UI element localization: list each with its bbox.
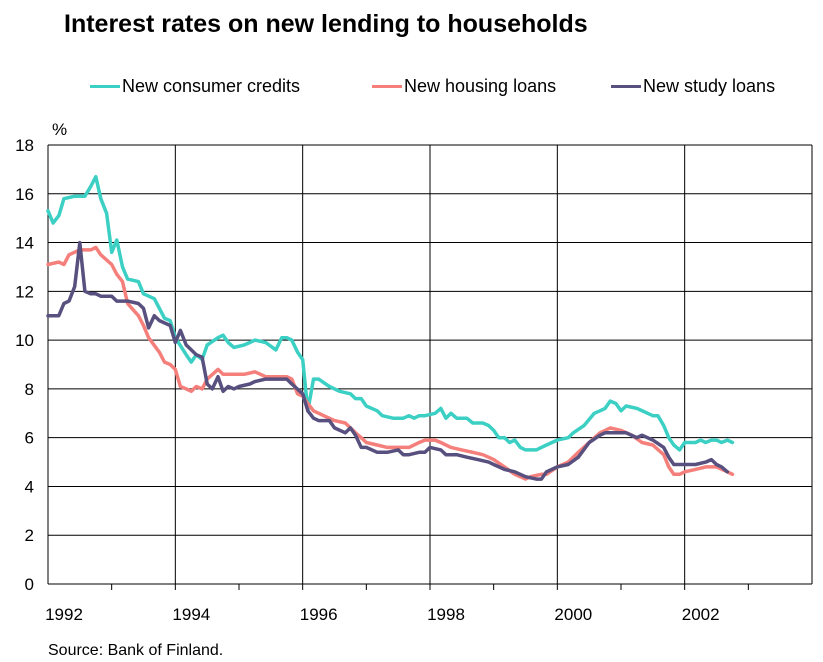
x-tick-label: 1998	[427, 605, 465, 624]
series-line-study-loans	[46, 240, 730, 481]
legend-swatch-housing	[372, 84, 402, 88]
legend-item-consumer-credits: New consumer credits	[90, 72, 300, 100]
y-tick-label: 10	[15, 331, 34, 350]
legend-label-housing: New housing loans	[404, 75, 557, 96]
x-tick-labels: 1992 1994 1996 1998 2000 2002	[45, 605, 719, 624]
y-tick-label: 8	[25, 380, 34, 399]
y-tick-label: 2	[25, 526, 34, 545]
series-lines	[46, 174, 735, 481]
legend-label-study: New study loans	[643, 75, 776, 96]
legend-swatch-study	[611, 84, 641, 88]
y-tick-label: 4	[25, 477, 34, 496]
x-tick-label: 2002	[682, 605, 720, 624]
y-tick-label: 6	[25, 429, 34, 448]
y-tick-label: 12	[15, 282, 34, 301]
series-line-consumer-credits	[46, 174, 735, 452]
series-line-housing-loans	[46, 245, 735, 481]
grid-lines	[48, 144, 812, 584]
x-tick-label: 1992	[45, 605, 83, 624]
x-tick-label: 2000	[554, 605, 592, 624]
y-tick-label: 14	[15, 234, 34, 253]
x-tick-label: 1996	[300, 605, 338, 624]
y-tick-labels: 0 2 4 6 8 10 12 14 16 18	[15, 136, 34, 594]
legend-swatch-consumer	[90, 84, 120, 88]
legend-label-consumer: New consumer credits	[122, 75, 301, 96]
y-tick-label: 0	[25, 575, 34, 594]
legend-item-study-loans: New study loans	[611, 72, 775, 100]
chart-title: Interest rates on new lending to househo…	[64, 10, 588, 38]
y-tick-label: 18	[15, 136, 34, 155]
y-tick-label: 16	[15, 185, 34, 204]
legend-item-housing-loans: New housing loans	[372, 72, 556, 100]
source-note: Source: Bank of Finland.	[48, 642, 224, 659]
x-tick-label: 1994	[172, 605, 210, 624]
axes	[47, 144, 813, 590]
y-axis-unit-label: %	[52, 120, 68, 139]
